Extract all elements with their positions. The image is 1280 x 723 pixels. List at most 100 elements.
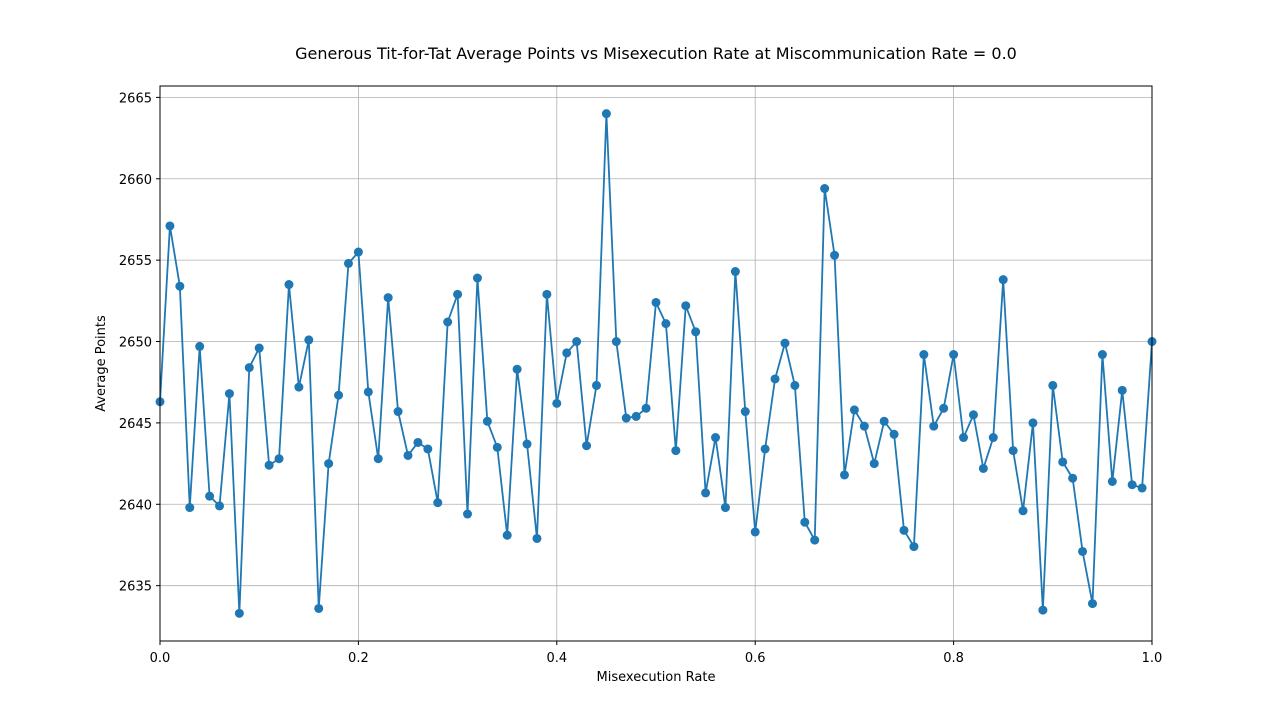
y-tick-label: 2650: [119, 336, 152, 351]
data-point: [959, 433, 969, 443]
data-point: [512, 364, 522, 374]
data-point: [621, 413, 631, 423]
data-point: [601, 109, 611, 119]
data-point: [443, 317, 453, 327]
x-tick-label: 0.0: [150, 651, 171, 666]
data-point: [294, 382, 304, 392]
data-point: [661, 319, 671, 329]
data-point: [582, 441, 592, 451]
data-point: [195, 341, 205, 351]
data-point: [492, 442, 502, 452]
data-point: [800, 517, 810, 527]
data-point: [1048, 380, 1058, 390]
series-layer: [155, 109, 1157, 618]
data-point: [1068, 473, 1078, 483]
data-point: [1097, 350, 1107, 360]
data-point: [363, 387, 373, 397]
data-point: [681, 301, 691, 311]
data-point: [909, 542, 919, 552]
data-point: [1137, 483, 1147, 493]
data-point: [919, 350, 929, 360]
data-point: [1018, 506, 1028, 516]
data-point: [562, 348, 572, 358]
data-point: [760, 444, 770, 454]
data-point: [234, 608, 244, 618]
data-point: [591, 380, 601, 390]
data-point: [314, 603, 324, 613]
data-point: [343, 258, 353, 268]
x-tick-label: 0.4: [546, 651, 567, 666]
data-point: [1078, 546, 1088, 556]
data-point: [929, 421, 939, 431]
data-point: [740, 407, 750, 417]
data-point: [393, 407, 403, 417]
data-point: [720, 503, 730, 513]
data-point: [750, 527, 760, 537]
data-point: [691, 327, 701, 337]
data-point: [839, 470, 849, 480]
y-axis-label: Average Points: [94, 315, 109, 412]
data-point: [998, 275, 1008, 285]
data-point: [383, 293, 393, 303]
data-point: [988, 433, 998, 443]
data-point: [334, 390, 344, 400]
data-point: [572, 337, 582, 347]
data-point: [899, 525, 909, 535]
data-point: [611, 337, 621, 347]
data-point: [284, 280, 294, 290]
data-point: [552, 398, 562, 408]
data-point: [1087, 599, 1097, 609]
data-point: [353, 247, 363, 257]
data-point: [205, 491, 215, 501]
data-point: [671, 446, 681, 456]
data-point: [304, 335, 314, 345]
x-tick-label: 0.8: [943, 651, 964, 666]
data-point: [1038, 605, 1048, 615]
data-point: [730, 267, 740, 277]
data-point: [274, 454, 284, 464]
data-point: [482, 416, 492, 426]
plot-frame: [159, 85, 1153, 642]
y-tick-label: 2640: [119, 498, 152, 513]
y-tick-label: 2655: [119, 254, 152, 269]
y-tick-label: 2635: [119, 580, 152, 595]
data-point: [631, 411, 641, 421]
x-tick-label: 0.2: [348, 651, 369, 666]
data-point: [522, 439, 532, 449]
data-point: [1107, 477, 1117, 486]
data-point: [472, 273, 482, 283]
data-point: [215, 501, 225, 511]
data-point: [830, 250, 840, 260]
data-point: [770, 374, 780, 384]
data-point: [165, 221, 175, 231]
data-point: [175, 281, 185, 291]
data-point: [463, 509, 473, 519]
data-point: [542, 289, 552, 299]
x-axis-ticks: 0.0 0.2 0.4 0.6 0.8 1.0: [150, 641, 1163, 666]
data-point: [1058, 457, 1068, 467]
data-point: [324, 459, 334, 469]
x-axis-label: Misexecution Rate: [597, 670, 716, 685]
data-point: [1127, 480, 1137, 490]
data-point: [879, 416, 889, 426]
data-point: [264, 460, 274, 470]
data-point: [1117, 385, 1127, 395]
data-point: [373, 454, 383, 464]
y-axis-ticks: 2635 2640 2645 2650 2655 2660 2665: [119, 91, 160, 595]
data-point: [711, 433, 721, 443]
data-point: [244, 363, 254, 373]
data-point: [849, 405, 859, 415]
data-point: [224, 389, 234, 399]
data-point: [869, 459, 879, 469]
x-tick-label: 1.0: [1142, 651, 1163, 666]
data-point: [413, 437, 423, 447]
data-point: [968, 410, 978, 420]
data-point: [433, 498, 443, 508]
data-point: [1008, 446, 1018, 456]
data-point: [810, 535, 820, 545]
data-point: [939, 403, 949, 413]
data-point: [889, 429, 899, 439]
